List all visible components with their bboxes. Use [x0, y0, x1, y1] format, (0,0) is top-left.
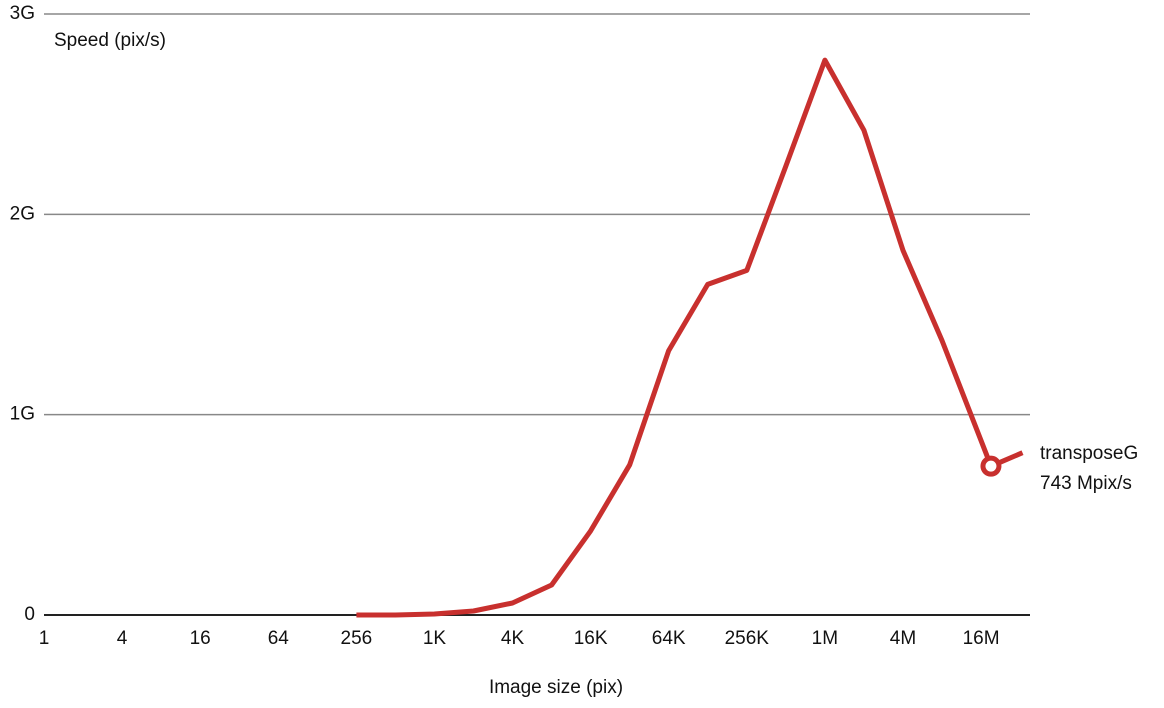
y-tick-label: 3G	[10, 3, 35, 24]
data-line	[356, 57, 1024, 618]
x-tick-label: 16M	[963, 628, 1000, 649]
series-label: transposeG	[1040, 443, 1138, 464]
end-marker	[980, 455, 1002, 477]
x-tick-label: 16K	[574, 628, 608, 649]
y-axis-label: Speed (pix/s)	[54, 30, 166, 51]
x-tick-label: 64K	[652, 628, 686, 649]
x-tick-label: 16	[190, 628, 211, 649]
x-tick-label: 1	[39, 628, 50, 649]
y-tick-label: 0	[24, 604, 35, 625]
x-tick-label: 64	[268, 628, 290, 649]
x-axis-label: Image size (pix)	[489, 677, 623, 698]
value-label: 743 Mpix/s	[1040, 473, 1132, 494]
x-tick-label: 4	[117, 628, 128, 649]
x-tick-label: 256K	[725, 628, 770, 649]
x-tick-label: 1M	[812, 628, 838, 649]
x-tick-label: 4K	[501, 628, 525, 649]
x-tick-label: 4M	[890, 628, 916, 649]
x-tick-label: 256	[341, 628, 373, 649]
y-tick-label: 2G	[10, 203, 35, 224]
x-tick-label: 1K	[423, 628, 447, 649]
y-tick-label: 1G	[10, 404, 35, 425]
